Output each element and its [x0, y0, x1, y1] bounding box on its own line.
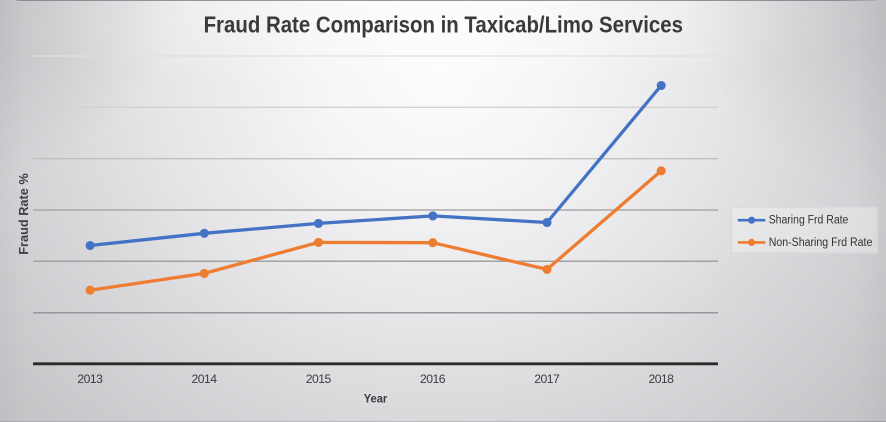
svg-text:2016: 2016 — [420, 372, 446, 386]
svg-text:Year: Year — [364, 391, 388, 405]
svg-text:Fraud Rate Comparison in Taxic: Fraud Rate Comparison in Taxicab/Limo Se… — [204, 11, 683, 37]
svg-text:Sharing Frd Rate: Sharing Frd Rate — [769, 214, 849, 226]
svg-text:2013: 2013 — [77, 372, 103, 386]
svg-text:2015: 2015 — [306, 372, 332, 386]
svg-text:Non-Sharing Frd Rate: Non-Sharing Frd Rate — [769, 237, 873, 249]
svg-text:Fraud Rate %: Fraud Rate % — [17, 173, 31, 255]
svg-text:2017: 2017 — [534, 372, 560, 386]
svg-text:2018: 2018 — [648, 372, 674, 386]
svg-text:2014: 2014 — [192, 372, 218, 386]
